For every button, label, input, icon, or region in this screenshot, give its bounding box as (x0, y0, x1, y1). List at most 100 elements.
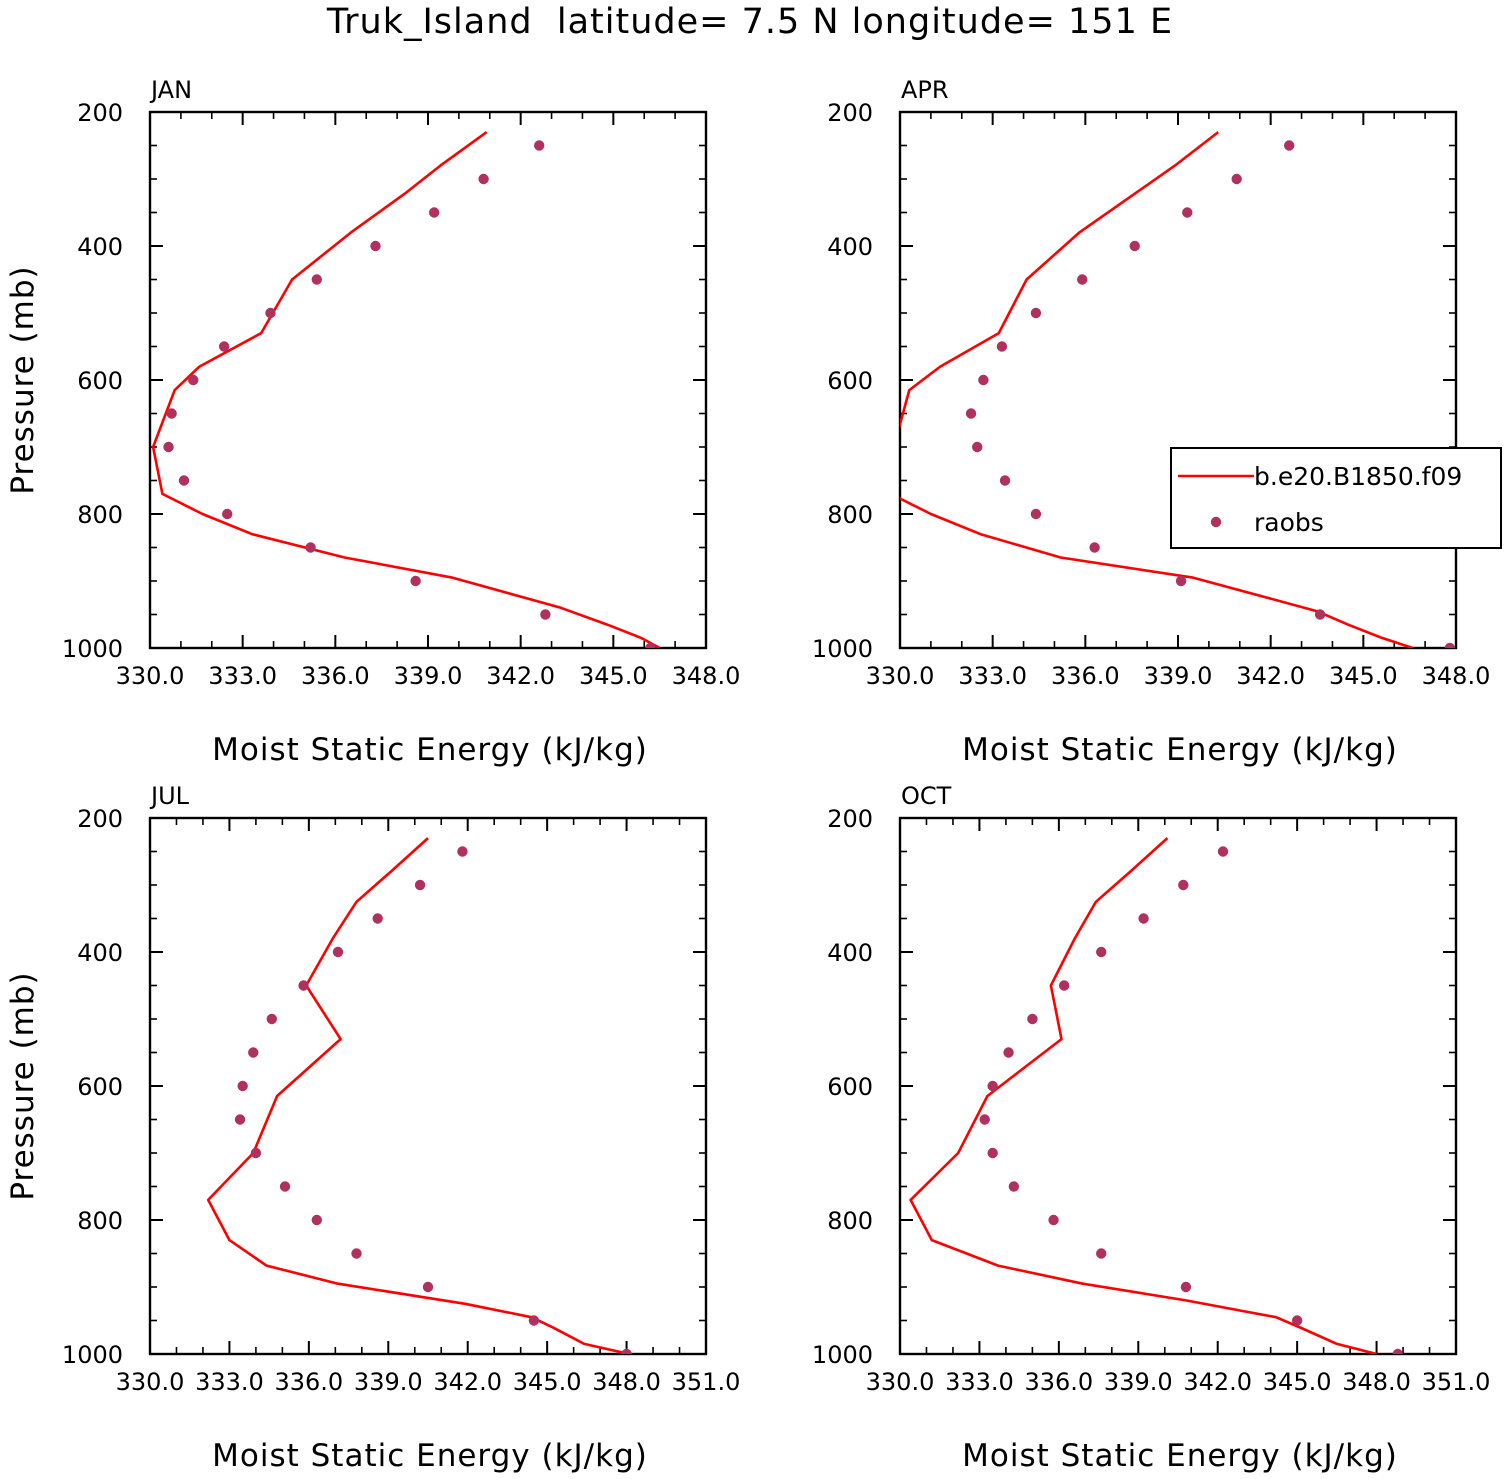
x-tick-label: 339.0 (354, 1368, 423, 1396)
panel-label: OCT (901, 782, 952, 810)
raobs-point (1027, 1013, 1038, 1025)
raobs-point (305, 542, 316, 553)
y-tick-label: 1000 (62, 635, 123, 663)
x-tick-label: 339.0 (1144, 662, 1213, 690)
x-tick-label: 330.0 (866, 1368, 935, 1396)
y-tick-label: 200 (827, 805, 873, 833)
x-tick-label: 330.0 (116, 1368, 185, 1396)
raobs-point (237, 1080, 248, 1092)
raobs-point (332, 946, 344, 958)
x-tick-label: 330.0 (116, 662, 185, 690)
panel-label: JUL (149, 782, 190, 810)
x-axis-label: Moist Static Energy (kJ/kg) (962, 1438, 1398, 1474)
raobs-point (279, 1181, 291, 1192)
raobs-point (372, 913, 383, 924)
raobs-point (188, 374, 199, 386)
x-tick-label: 342.0 (433, 1368, 502, 1396)
panel-oct: OCT 330.0 333.0 336.0 339.0 342.0 345.0 348.0 35… (812, 782, 1490, 1474)
model-series-line (151, 131, 661, 648)
raobs-point (1129, 240, 1140, 252)
x-tick-label: 345.0 (1263, 1368, 1332, 1396)
raobs-point (410, 575, 421, 587)
panel-label: APR (901, 76, 949, 104)
plot-data (909, 837, 1403, 1354)
raobs-point (265, 307, 276, 319)
model-series-line (900, 131, 1414, 648)
plot-frame (148, 816, 708, 1356)
raobs-point (266, 1013, 277, 1025)
y-tick-label: 200 (77, 805, 123, 833)
raobs-point (978, 374, 989, 386)
figure-title: Truk_Island latitude= 7.5 N longitude= 1… (326, 2, 1173, 42)
raobs-point (1138, 913, 1149, 924)
y-tick-label: 400 (827, 233, 873, 261)
raobs-point (1096, 1248, 1107, 1259)
x-axis-label: Moist Static Energy (kJ/kg) (962, 732, 1398, 768)
raobs-point (163, 441, 174, 453)
raobs-point (422, 1281, 434, 1293)
raobs-point (534, 140, 545, 151)
panel-label: JAN (149, 76, 192, 104)
raobs-point (1178, 879, 1189, 891)
raobs-point (166, 408, 177, 419)
raobs-point (1182, 207, 1193, 218)
raobs-point (1284, 140, 1295, 151)
raobs-point (1003, 1047, 1014, 1058)
raobs-point (1444, 642, 1456, 648)
raobs-point (1180, 1281, 1192, 1293)
y-axis-label: Pressure (mb) (5, 971, 41, 1200)
raobs-point (987, 1147, 998, 1159)
raobs-point (999, 475, 1011, 486)
model-series-line (909, 837, 1377, 1354)
x-tick-label: 351.0 (1422, 1368, 1491, 1396)
y-tick-label: 600 (827, 367, 873, 395)
y-tick-label: 600 (77, 367, 123, 395)
y-tick-label: 400 (827, 939, 873, 967)
raobs-point (1175, 575, 1187, 587)
x-tick-label: 336.0 (1051, 662, 1120, 690)
model-series-line (206, 837, 630, 1354)
legend-label: raobs (1254, 508, 1324, 537)
raobs-point (250, 1147, 262, 1159)
y-tick-label: 400 (77, 939, 123, 967)
panels: JAN 330.0 333.0 336.0 339.0 342.0 345.0 348.0 20… (5, 76, 1502, 1474)
raobs-point (979, 1114, 990, 1125)
raobs-point (1314, 609, 1326, 620)
x-tick-label: 351.0 (672, 1368, 741, 1396)
raobs-point (222, 508, 233, 520)
y-tick-label: 600 (827, 1073, 873, 1101)
raobs-point (428, 207, 440, 218)
x-tick-label: 342.0 (1183, 1368, 1252, 1396)
raobs-point (972, 441, 983, 453)
raobs-point (1291, 1315, 1303, 1326)
raobs-point (528, 1315, 540, 1326)
raobs-point (478, 173, 489, 185)
raobs-point (1048, 1214, 1059, 1226)
x-tick-label: 345.0 (513, 1368, 582, 1396)
legend-box (1170, 447, 1502, 549)
x-axis-label: Moist Static Energy (kJ/kg) (212, 1438, 648, 1474)
raobs-point (1030, 508, 1042, 520)
plot-frame (148, 110, 708, 650)
raobs-point (1096, 946, 1107, 958)
x-tick-label: 336.0 (301, 662, 370, 690)
y-axis-label: Pressure (mb) (5, 265, 41, 494)
raobs-point (370, 240, 381, 252)
y-tick-label: 600 (77, 1073, 123, 1101)
plot-frame (898, 816, 1458, 1356)
raobs-point (1217, 846, 1229, 857)
x-tick-label: 348.0 (672, 662, 741, 690)
y-tick-label: 800 (827, 1207, 873, 1235)
x-tick-label: 348.0 (592, 1368, 661, 1396)
x-tick-label: 339.0 (1104, 1368, 1173, 1396)
raobs-point (996, 341, 1008, 352)
x-tick-label: 342.0 (486, 662, 555, 690)
panel-jan: JAN 330.0 333.0 336.0 339.0 342.0 345.0 348.0 20… (5, 76, 740, 768)
raobs-point (621, 1348, 632, 1354)
y-tick-label: 800 (77, 501, 123, 529)
legend-marker-swatch (1210, 516, 1222, 528)
y-tick-label: 200 (77, 99, 123, 127)
x-tick-label: 333.0 (208, 662, 277, 690)
x-tick-label: 345.0 (1329, 662, 1398, 690)
